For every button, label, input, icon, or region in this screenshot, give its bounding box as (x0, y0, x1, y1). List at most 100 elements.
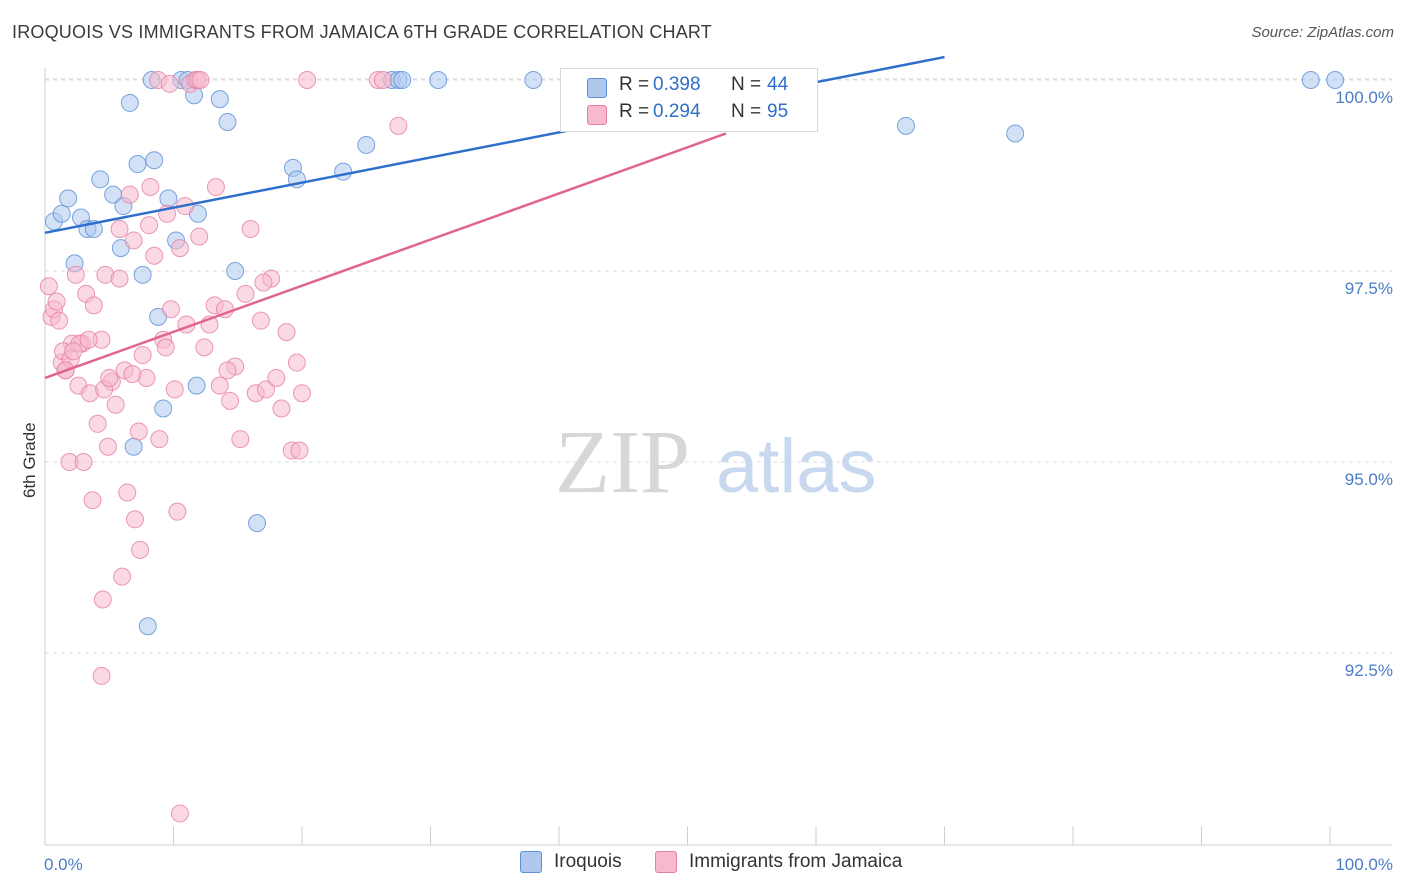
point-iroquois (124, 437, 143, 456)
y-tick-label: 97.5% (1345, 279, 1393, 298)
point-jamaica (156, 338, 175, 357)
point-iroquois (159, 189, 178, 208)
point-jamaica (47, 292, 66, 311)
point-jamaica (206, 177, 225, 196)
point-jamaica (98, 437, 117, 456)
source-label: Source: ZipAtlas.com (1251, 24, 1394, 41)
point-jamaica (145, 246, 164, 265)
legend-swatch-pink (587, 105, 607, 125)
point-jamaica (191, 71, 210, 89)
chart-title: IROQUOIS VS IMMIGRANTS FROM JAMAICA 6TH … (12, 22, 713, 42)
point-iroquois (128, 155, 147, 174)
point-jamaica (293, 384, 311, 403)
legend-label-iroquois: Iroquois (554, 851, 622, 872)
axes (44, 68, 1392, 846)
point-jamaica (221, 391, 240, 410)
point-iroquois (248, 514, 267, 533)
series-legend: Iroquois Immigrants from Jamaica (0, 851, 1406, 877)
point-jamaica (267, 368, 286, 387)
point-jamaica (170, 804, 189, 823)
legend-swatch-jamaica (655, 851, 677, 873)
y-tick-label: 92.5% (1345, 661, 1393, 680)
point-jamaica (150, 430, 169, 449)
point-jamaica (140, 216, 159, 235)
point-iroquois (210, 90, 229, 109)
point-iroquois (226, 262, 245, 280)
tick-labels: 100.0% 97.5% 95.0% 92.5% 0.0% 100.0% (44, 88, 1393, 874)
point-jamaica (125, 510, 144, 529)
point-iroquois (393, 71, 412, 89)
point-jamaica (373, 71, 392, 89)
legend-swatch-blue (587, 78, 607, 98)
point-jamaica (83, 491, 102, 510)
point-jamaica (257, 380, 276, 399)
point-jamaica (50, 311, 69, 330)
point-jamaica (123, 365, 142, 384)
point-jamaica (74, 453, 93, 471)
legend-n-value: 44 (767, 74, 789, 95)
point-iroquois (138, 617, 157, 636)
legend-r-value: 0.294 (653, 101, 701, 122)
point-jamaica (277, 323, 296, 342)
point-iroquois (524, 71, 543, 89)
point-iroquois (120, 93, 139, 112)
point-jamaica (106, 395, 125, 414)
legend-label-jamaica: Immigrants from Jamaica (689, 851, 903, 872)
point-jamaica (118, 483, 137, 502)
watermark-atlas: atlas (716, 424, 877, 509)
point-iroquois (334, 162, 353, 181)
point-jamaica (92, 666, 111, 685)
point-iroquois (429, 71, 448, 89)
point-jamaica (210, 376, 229, 395)
point-iroquois (187, 376, 206, 395)
data-points (39, 71, 1345, 823)
point-iroquois (1006, 124, 1025, 143)
point-jamaica (190, 227, 209, 246)
legend-r-label: R = (619, 101, 650, 122)
x-tick-label: 0.0% (44, 855, 83, 874)
point-iroquois (59, 189, 78, 208)
point-iroquois (1301, 71, 1320, 89)
point-jamaica (88, 414, 107, 433)
y-tick-label: 100.0% (1335, 88, 1393, 107)
point-iroquois (133, 265, 152, 284)
legend-item-iroquois[interactable]: Iroquois (520, 851, 622, 873)
y-tick-label: 95.0% (1345, 470, 1393, 489)
point-iroquois (154, 399, 173, 418)
legend-n-label: N = (731, 74, 762, 95)
point-jamaica (131, 540, 150, 559)
point-jamaica (272, 399, 291, 418)
stats-legend: R = 0.398 N = 44 R = 0.294 N = 95 (560, 68, 818, 132)
point-iroquois (91, 170, 110, 189)
watermark-zip: ZIP (555, 413, 690, 512)
legend-r-value: 0.398 (653, 74, 701, 95)
trend-line-jamaica (44, 132, 727, 380)
point-jamaica (290, 441, 309, 460)
x-tick-label: 100.0% (1335, 855, 1393, 874)
point-iroquois (218, 113, 237, 132)
point-jamaica (66, 265, 85, 284)
point-jamaica (170, 239, 189, 258)
point-jamaica (100, 368, 119, 387)
point-jamaica (84, 296, 103, 315)
point-iroquois (357, 135, 376, 154)
point-jamaica (39, 277, 58, 296)
legend-n-value: 95 (767, 101, 789, 122)
point-jamaica (241, 219, 260, 238)
point-jamaica (133, 346, 152, 365)
point-iroquois (52, 204, 71, 223)
gridlines (45, 78, 1392, 654)
point-jamaica (113, 567, 132, 586)
legend-swatch-iroquois (520, 851, 542, 873)
point-jamaica (141, 177, 160, 196)
legend-item-jamaica[interactable]: Immigrants from Jamaica (655, 851, 902, 873)
point-jamaica (124, 231, 143, 250)
legend-n-label: N = (731, 101, 762, 122)
point-jamaica (165, 380, 184, 399)
watermark: ZIP atlas (555, 413, 877, 512)
point-jamaica (161, 300, 180, 319)
point-jamaica (218, 361, 237, 380)
point-jamaica (287, 353, 306, 372)
point-jamaica (110, 219, 129, 238)
